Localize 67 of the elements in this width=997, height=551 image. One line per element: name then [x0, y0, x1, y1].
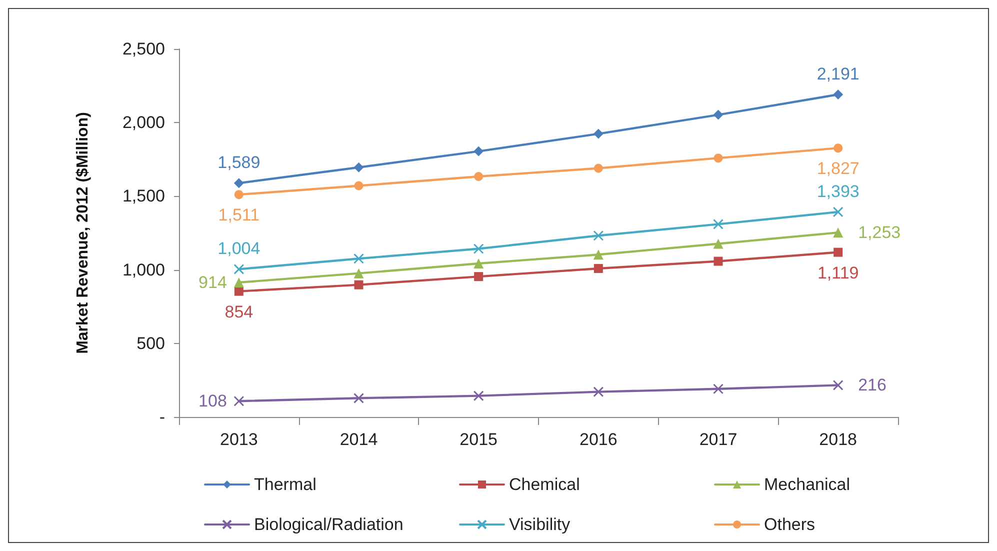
- point: [834, 248, 843, 257]
- y-axis-title: Market Revenue, 2012 ($Million): [74, 112, 92, 354]
- point: [234, 277, 244, 288]
- point: [234, 396, 244, 406]
- point: [234, 286, 244, 296]
- x-tick-label: 2017: [699, 430, 738, 449]
- point: [713, 110, 724, 120]
- point: [714, 154, 723, 163]
- legend-label: Others: [764, 515, 816, 534]
- x-tick-label: 2016: [580, 430, 618, 449]
- point: [474, 172, 484, 181]
- data-label: 854: [224, 302, 254, 322]
- x-tick-label: 2015: [460, 430, 498, 449]
- point: [354, 162, 364, 172]
- y-tick-label: -: [159, 408, 165, 426]
- y-tick-label: 2,500: [122, 40, 165, 58]
- y-tick-label: 2,000: [122, 113, 165, 132]
- point: [593, 230, 604, 241]
- point: [474, 258, 484, 268]
- data-label: 108: [198, 392, 227, 411]
- point: [474, 146, 484, 156]
- point: [713, 238, 724, 249]
- y-tick-label: 1,500: [122, 186, 165, 206]
- legend-label: Biological/Radiation: [254, 515, 404, 534]
- point: [234, 264, 244, 274]
- x-tick-label: 2013: [220, 430, 258, 449]
- point: [474, 272, 484, 282]
- point: [354, 181, 364, 190]
- point: [593, 250, 604, 260]
- y-tick-label: 500: [136, 334, 165, 353]
- data-label: 1,827: [816, 159, 860, 178]
- point: [354, 268, 364, 278]
- point: [473, 244, 484, 254]
- data-label: 1,253: [858, 223, 901, 242]
- point: [594, 264, 603, 273]
- point: [832, 380, 844, 390]
- point: [713, 218, 724, 230]
- data-label: 1,119: [817, 263, 859, 282]
- point: [354, 280, 364, 290]
- point: [354, 253, 364, 264]
- point: [713, 384, 724, 394]
- data-label: 1,004: [218, 239, 260, 258]
- point: [833, 89, 844, 100]
- y-tick-label: 1,000: [122, 260, 165, 280]
- data-label: 1,589: [218, 153, 260, 172]
- point: [473, 390, 484, 402]
- data-label: 914: [198, 272, 227, 292]
- data-label: 2,191: [816, 64, 860, 84]
- legend-label: Mechanical: [764, 475, 850, 494]
- point: [234, 178, 244, 188]
- point: [832, 206, 844, 218]
- point: [593, 128, 604, 139]
- point: [594, 164, 603, 173]
- data-label: 216: [858, 376, 886, 395]
- data-label: 1,511: [218, 206, 260, 225]
- x-tick-label: 2014: [340, 430, 378, 449]
- x-tick-label: 2018: [819, 430, 857, 449]
- data-label: 1,393: [816, 182, 860, 201]
- point: [834, 144, 843, 153]
- legend-label: Thermal: [254, 475, 316, 494]
- point: [714, 256, 723, 266]
- point: [833, 228, 844, 238]
- point: [354, 392, 364, 404]
- point: [593, 386, 604, 398]
- legend-label: Chemical: [509, 475, 580, 494]
- legend-label: Visibility: [509, 515, 571, 534]
- point: [234, 190, 244, 200]
